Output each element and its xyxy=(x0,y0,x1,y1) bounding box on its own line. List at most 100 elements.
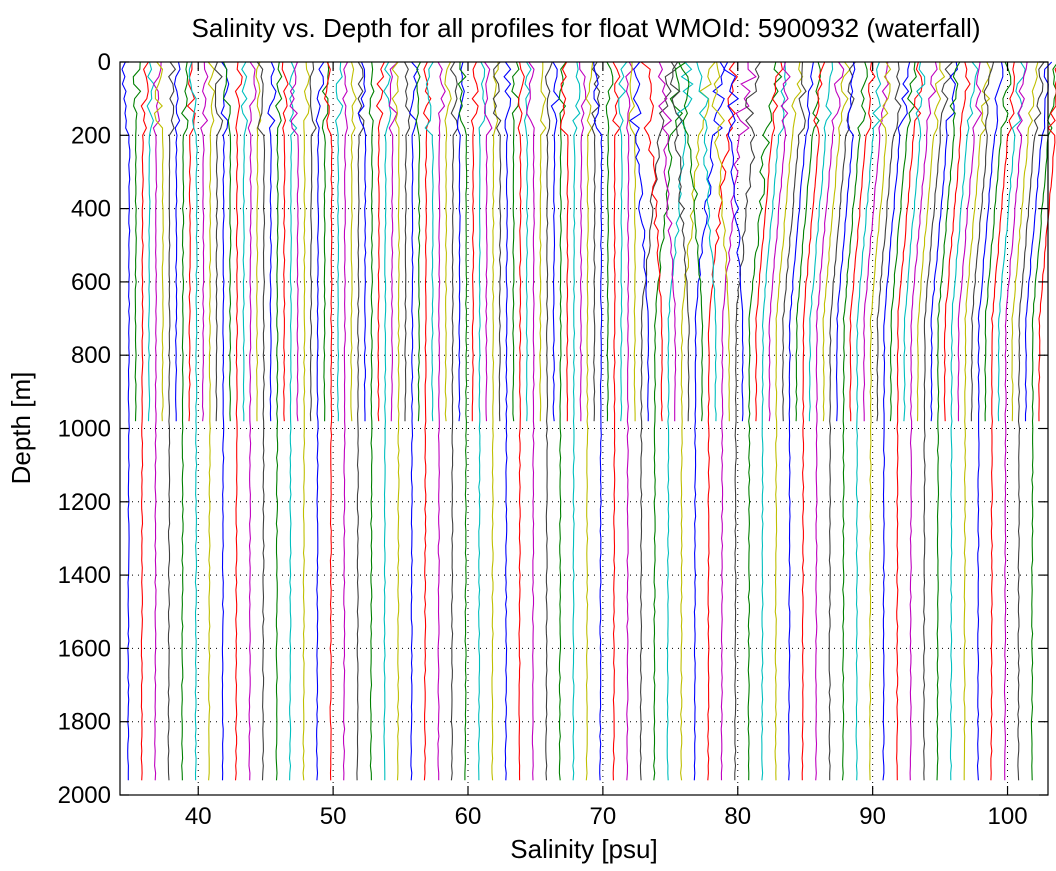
profile-line xyxy=(315,61,325,781)
profile-line xyxy=(121,61,131,781)
profile-line xyxy=(909,61,938,781)
profile-line xyxy=(288,61,298,781)
profile-line xyxy=(146,61,155,422)
profile-line xyxy=(415,61,421,422)
profile-line xyxy=(492,61,502,422)
profile-line xyxy=(605,61,614,422)
profile-line xyxy=(734,61,761,781)
profile-line xyxy=(222,61,232,422)
profile-line xyxy=(140,61,149,781)
profile-line xyxy=(207,61,216,781)
profile-line xyxy=(444,61,452,422)
profile-line xyxy=(923,61,953,781)
profile-line xyxy=(657,61,677,422)
profile-line xyxy=(456,61,465,422)
profile-line xyxy=(1017,61,1045,781)
y-tick-label: 1400 xyxy=(58,562,111,589)
profile-line xyxy=(375,61,385,422)
y-tick-label: 400 xyxy=(71,196,111,223)
profile-line xyxy=(943,61,971,422)
profile-line xyxy=(437,61,446,781)
profile-line xyxy=(696,61,717,422)
x-axis-label: Salinity [psu] xyxy=(510,834,657,864)
y-tick-labels: 0 200 400 600 800 1000 1200 1400 1600 1800 2000 xyxy=(58,49,111,809)
profile-line xyxy=(585,61,594,781)
profile-line xyxy=(526,61,535,781)
profile-line xyxy=(755,61,783,422)
profile-line xyxy=(404,61,411,422)
profile-line xyxy=(653,61,687,781)
profile-line xyxy=(808,61,834,422)
profile-line xyxy=(612,61,621,781)
profile-line xyxy=(876,61,902,422)
profile-line xyxy=(342,61,349,781)
profile-line xyxy=(558,61,567,781)
profile-line xyxy=(849,61,876,422)
profile-line xyxy=(335,61,344,422)
profile-line xyxy=(896,61,923,781)
profile-line xyxy=(275,61,283,781)
profile-line xyxy=(591,61,601,422)
profile-line xyxy=(544,61,553,781)
profile-line xyxy=(1024,61,1053,422)
profile-line xyxy=(539,62,547,422)
profile-line xyxy=(761,61,787,781)
profile-line xyxy=(774,61,804,781)
profile-line xyxy=(841,61,868,781)
x-tick-label: 80 xyxy=(724,803,751,830)
grid-lines xyxy=(120,62,1048,795)
profile-line xyxy=(711,61,731,422)
profile-line xyxy=(383,61,392,781)
profile-line xyxy=(639,61,677,781)
chart-title: Salinity vs. Depth for all profiles for … xyxy=(192,13,981,43)
profile-line xyxy=(457,61,468,781)
plot-frame xyxy=(119,61,1049,796)
profile-line xyxy=(220,61,230,781)
profile-line xyxy=(970,61,995,422)
profile-line xyxy=(324,61,333,781)
profile-line xyxy=(572,61,581,781)
y-tick-label: 200 xyxy=(71,122,111,149)
profile-line xyxy=(255,61,262,422)
profile-line xyxy=(903,61,926,422)
profile-line xyxy=(388,61,399,422)
profile-line xyxy=(213,61,224,422)
profile-line xyxy=(976,61,1004,781)
y-tick-label: 0 xyxy=(98,49,111,76)
profile-line xyxy=(984,61,1012,422)
x-tick-labels: 40 50 60 70 80 90 100 xyxy=(185,803,1028,830)
profile-line xyxy=(470,61,479,422)
profile-line xyxy=(302,61,311,781)
profile-line xyxy=(240,61,248,422)
y-tick-label: 600 xyxy=(71,269,111,296)
profile-line xyxy=(449,61,459,781)
profile-series xyxy=(121,61,1056,781)
x-tick-label: 50 xyxy=(320,803,347,830)
profile-line xyxy=(949,61,979,781)
profile-line xyxy=(391,61,400,781)
profile-line xyxy=(916,61,946,422)
profile-line xyxy=(357,61,367,422)
profile-line xyxy=(625,61,634,781)
profile-line xyxy=(747,61,783,781)
profile-line xyxy=(503,61,512,781)
profile-line xyxy=(666,61,694,781)
profile-line xyxy=(234,61,243,781)
profile-line xyxy=(267,61,277,422)
y-tick-label: 1600 xyxy=(58,635,111,662)
x-tick-label: 90 xyxy=(859,803,886,830)
profile-line xyxy=(368,61,375,781)
profile-line xyxy=(963,61,991,781)
profile-line xyxy=(132,61,142,422)
axis-ticks xyxy=(120,61,1048,796)
profile-line xyxy=(936,61,961,781)
profile-line xyxy=(628,61,636,422)
profile-line xyxy=(822,61,851,422)
profile-line xyxy=(350,61,357,422)
y-tick-label: 1000 xyxy=(58,416,111,443)
profile-line xyxy=(181,61,189,781)
profile-line xyxy=(795,61,821,422)
x-tick-label: 60 xyxy=(455,803,482,830)
profile-line xyxy=(523,61,532,422)
